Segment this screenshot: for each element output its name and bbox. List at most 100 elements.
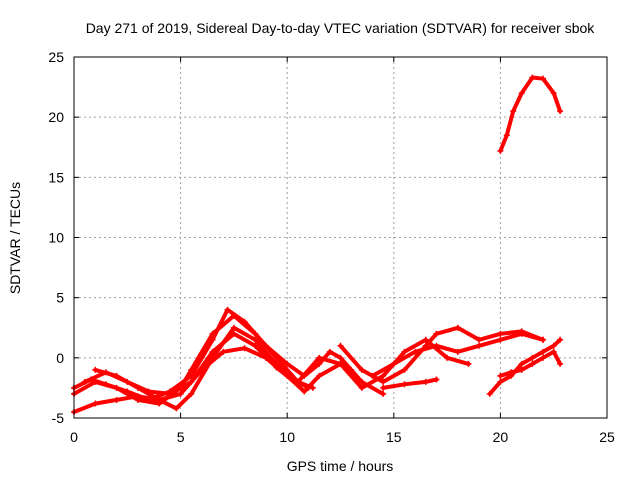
x-tick-label: 10 (279, 429, 295, 445)
data-point (124, 378, 131, 385)
y-tick-label: 5 (56, 290, 64, 306)
data-point (401, 348, 408, 355)
data-point (92, 400, 99, 407)
data-point (92, 366, 99, 373)
data-point (550, 348, 557, 355)
data-point (550, 342, 557, 349)
data-point (508, 369, 515, 376)
data-point (390, 360, 397, 367)
data-point (209, 330, 216, 337)
data-point (358, 384, 365, 391)
data-point (134, 393, 141, 400)
data-point (476, 342, 483, 349)
y-tick-label: -5 (52, 410, 65, 426)
data-point (358, 366, 365, 373)
data-point (337, 360, 344, 367)
data-point (113, 396, 120, 403)
data-point (433, 330, 440, 337)
data-point (316, 354, 323, 361)
data-point (518, 360, 525, 367)
data-point (309, 384, 316, 391)
x-tick-label: 0 (70, 429, 78, 445)
data-point (156, 396, 163, 403)
data-point (145, 388, 152, 395)
data-point (224, 306, 231, 313)
data-point (422, 378, 429, 385)
data-point (252, 342, 259, 349)
plot-frame (73, 56, 608, 419)
data-point (401, 381, 408, 388)
data-point (476, 336, 483, 343)
data-point (279, 366, 286, 373)
data-point (252, 330, 259, 337)
data-point (497, 378, 504, 385)
data-point (358, 378, 365, 385)
y-tick-label: 10 (48, 230, 64, 246)
data-point (102, 369, 109, 376)
data-point (557, 108, 564, 115)
data-point (209, 348, 216, 355)
data-point (503, 132, 510, 139)
data-point (188, 390, 195, 397)
data-point (316, 360, 323, 367)
data-point (497, 147, 504, 154)
data-point (557, 336, 564, 343)
data-point (230, 312, 237, 319)
series-line-track-3 (72, 346, 386, 414)
data-point (273, 354, 280, 361)
data-point (518, 366, 525, 373)
data-point (380, 384, 387, 391)
tick-labels: 0 5 10 15 20 25 -5 0 5 10 15 20 25 (48, 49, 615, 445)
data-point (540, 75, 547, 82)
data-point (401, 366, 408, 373)
series-group (71, 74, 564, 415)
data-point (433, 376, 440, 383)
data-point (540, 336, 547, 343)
data-point (486, 390, 493, 397)
x-axis-label: GPS time / hours (287, 458, 394, 474)
data-point (454, 348, 461, 355)
data-point (497, 336, 504, 343)
data-point (529, 360, 536, 367)
data-point (173, 405, 180, 412)
data-point (433, 342, 440, 349)
y-tick-label: 25 (48, 49, 64, 65)
data-point (326, 348, 333, 355)
series-line-track-9 (381, 377, 439, 390)
data-point (412, 348, 419, 355)
data-point (230, 324, 237, 331)
data-point (81, 378, 88, 385)
data-point (337, 354, 344, 361)
data-point (177, 390, 184, 397)
data-point (166, 390, 173, 397)
data-point (380, 372, 387, 379)
data-point (422, 336, 429, 343)
y-axis-label: SDTVAR / TECUs (7, 182, 23, 294)
data-point (380, 390, 387, 397)
y-tick-label: 15 (48, 169, 64, 185)
x-tick-label: 5 (177, 429, 185, 445)
data-point (540, 348, 547, 355)
y-tick-label: 20 (48, 109, 64, 125)
data-point (510, 108, 517, 115)
data-point (188, 378, 195, 385)
data-point (92, 378, 99, 385)
data-point (529, 74, 536, 81)
x-tick-label: 20 (493, 429, 509, 445)
data-point (316, 372, 323, 379)
data-point (454, 324, 461, 331)
data-point (497, 330, 504, 337)
data-point (252, 336, 259, 343)
data-point (557, 360, 564, 367)
chart-title: Day 271 of 2019, Sidereal Day-to-day VTE… (86, 20, 596, 36)
x-tick-label: 25 (599, 429, 615, 445)
y-tick-label: 0 (56, 350, 64, 366)
data-point (550, 90, 557, 97)
data-point (540, 354, 547, 361)
data-point (188, 366, 195, 373)
data-point (273, 364, 280, 371)
series-line-track-10 (487, 337, 563, 396)
data-point (444, 354, 451, 361)
data-point (113, 384, 120, 391)
